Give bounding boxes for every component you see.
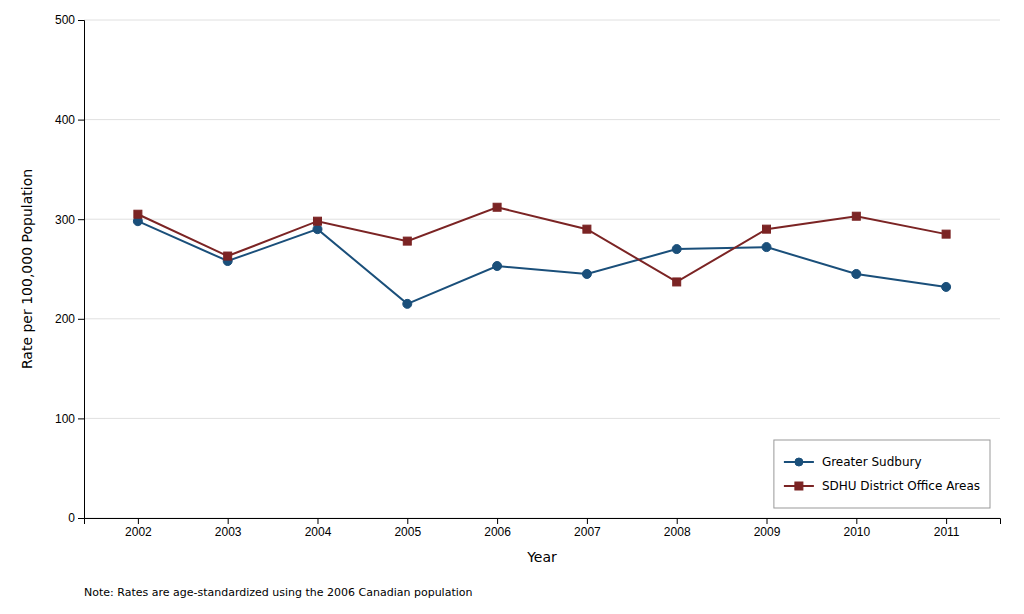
point	[582, 269, 591, 278]
x-tick-label: 2008	[664, 525, 691, 539]
x-tick-label: 2004	[305, 525, 332, 539]
legend-swatch-marker	[795, 482, 803, 490]
point	[403, 299, 412, 308]
marks	[133, 203, 950, 308]
x-tick: 2005	[394, 518, 421, 539]
y-tick-mark	[78, 518, 84, 519]
x-tick-label: 2003	[215, 525, 242, 539]
x-tick-mark	[587, 518, 588, 524]
y-tick-label: 0	[68, 511, 75, 525]
x-tick: 2007	[574, 518, 601, 539]
y-tick-label: 300	[55, 213, 75, 227]
x-tick: 2006	[484, 518, 511, 539]
x-tick: 2003	[215, 518, 242, 539]
x-tick: 2009	[754, 518, 781, 539]
y-tick: 200	[55, 312, 84, 326]
grid-line	[84, 119, 1000, 120]
y-tick-mark	[78, 319, 84, 320]
point	[942, 282, 951, 291]
legend-item: SDHU District Office Areas	[784, 479, 980, 493]
x-tick-mark	[138, 518, 139, 524]
x-tick-mark	[767, 518, 768, 524]
point	[313, 217, 321, 225]
y-tick: 0	[68, 511, 84, 525]
x-tick-label: 2006	[484, 525, 511, 539]
point	[852, 212, 860, 220]
line	[138, 221, 946, 304]
legend-label: SDHU District Office Areas	[822, 479, 980, 493]
x-tick-label: 2011	[934, 525, 960, 539]
point	[493, 262, 502, 271]
plot: 2002 2003 2004 2005 2006 2007 2008 2009 2010 2011…	[55, 13, 1001, 538]
x-tick-label: 2009	[754, 525, 781, 539]
y-tick-label: 100	[55, 412, 75, 426]
grid-line	[84, 20, 1000, 21]
chart: 2002 2003 2004 2005 2006 2007 2008 2009 2010 2011…	[0, 0, 1024, 614]
point	[672, 245, 681, 254]
legend-swatch-marker	[795, 458, 803, 466]
point	[224, 252, 232, 260]
x-tick-mark	[497, 518, 498, 524]
x-axis-title: Year	[526, 549, 557, 565]
y-tick: 400	[55, 113, 84, 127]
x-tick-label: 2007	[574, 525, 601, 539]
grid-line	[84, 318, 1000, 319]
point	[763, 225, 771, 233]
note: Note: Rates are age-standardized using t…	[84, 586, 472, 599]
point	[313, 225, 322, 234]
point	[942, 230, 950, 238]
y-tick-mark	[78, 20, 84, 21]
y-tick: 500	[55, 13, 84, 27]
line	[138, 207, 946, 282]
y-tick-label: 200	[55, 312, 75, 326]
y-tick: 100	[55, 412, 84, 426]
series	[133, 217, 950, 309]
x-tick-mark	[856, 518, 857, 524]
y-tick-mark	[78, 219, 84, 220]
x-tick-mark	[946, 518, 947, 524]
point	[762, 243, 771, 252]
y-axis: 0 100 200 300 400 500	[55, 13, 85, 525]
x-tick: 2011	[934, 518, 960, 539]
y-tick-mark	[78, 120, 84, 121]
x-tick-label: 2010	[843, 525, 870, 539]
legend: Greater Sudbury SDHU District Office Area…	[774, 440, 990, 508]
grid-line	[84, 418, 1000, 419]
legend-box	[774, 440, 990, 508]
legend-item: Greater Sudbury	[784, 455, 922, 469]
series	[134, 203, 950, 286]
y-axis-title: Rate per 100,000 Population	[19, 169, 35, 369]
x-axis: 2002 2003 2004 2005 2006 2007 2008 2009 2010 2011	[85, 518, 1001, 539]
y-tick-mark	[78, 418, 84, 419]
x-axis-line	[85, 519, 1001, 525]
point	[134, 210, 142, 218]
x-tick-label: 2005	[394, 525, 421, 539]
y-tick-label: 500	[55, 13, 75, 27]
x-tick: 2008	[664, 518, 691, 539]
x-tick-mark	[228, 518, 229, 524]
x-tick-mark	[317, 518, 318, 524]
x-tick: 2002	[125, 518, 152, 539]
y-tick: 300	[55, 213, 84, 227]
grid	[84, 20, 1000, 518]
y-tick-label: 400	[55, 113, 75, 127]
legend-label: Greater Sudbury	[822, 455, 922, 469]
x-tick-label: 2002	[125, 525, 152, 539]
point	[583, 225, 591, 233]
point	[852, 269, 861, 278]
x-tick: 2004	[305, 518, 332, 539]
point	[493, 203, 501, 211]
point	[403, 237, 411, 245]
x-tick-mark	[407, 518, 408, 524]
point	[673, 278, 681, 286]
y-axis-line	[78, 21, 85, 519]
x-tick-mark	[677, 518, 678, 524]
x-tick: 2010	[843, 518, 870, 539]
